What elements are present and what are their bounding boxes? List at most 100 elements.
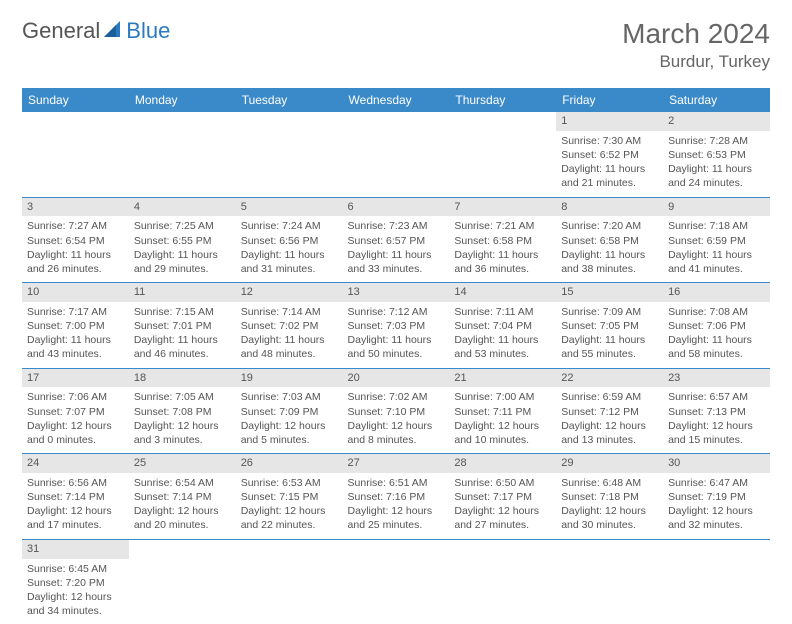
- daylight-text: Daylight: 11 hours and 50 minutes.: [348, 333, 445, 361]
- calendar-table: Sunday Monday Tuesday Wednesday Thursday…: [22, 88, 770, 624]
- page-title: March 2024: [622, 18, 770, 50]
- sunrise-text: Sunrise: 6:54 AM: [134, 476, 231, 490]
- calendar-cell: 11Sunrise: 7:15 AMSunset: 7:01 PMDayligh…: [129, 283, 236, 369]
- calendar-cell: 26Sunrise: 6:53 AMSunset: 7:15 PMDayligh…: [236, 454, 343, 540]
- calendar-cell: [236, 112, 343, 197]
- calendar-cell: 31Sunrise: 6:45 AMSunset: 7:20 PMDayligh…: [22, 539, 129, 624]
- sunset-text: Sunset: 6:56 PM: [241, 234, 338, 248]
- calendar-row: 17Sunrise: 7:06 AMSunset: 7:07 PMDayligh…: [22, 368, 770, 454]
- day-content: Sunrise: 7:11 AMSunset: 7:04 PMDaylight:…: [449, 302, 556, 368]
- sunrise-text: Sunrise: 7:24 AM: [241, 219, 338, 233]
- day-content: Sunrise: 7:30 AMSunset: 6:52 PMDaylight:…: [556, 131, 663, 197]
- day-content: Sunrise: 6:53 AMSunset: 7:15 PMDaylight:…: [236, 473, 343, 539]
- day-content: Sunrise: 6:56 AMSunset: 7:14 PMDaylight:…: [22, 473, 129, 539]
- daylight-text: Daylight: 11 hours and 33 minutes.: [348, 248, 445, 276]
- sunset-text: Sunset: 6:58 PM: [454, 234, 551, 248]
- sunset-text: Sunset: 7:15 PM: [241, 490, 338, 504]
- day-number: 29: [556, 454, 663, 473]
- day-content: Sunrise: 7:00 AMSunset: 7:11 PMDaylight:…: [449, 387, 556, 453]
- daylight-text: Daylight: 11 hours and 24 minutes.: [668, 162, 765, 190]
- sunrise-text: Sunrise: 7:03 AM: [241, 390, 338, 404]
- sunset-text: Sunset: 6:52 PM: [561, 148, 658, 162]
- day-content: Sunrise: 7:05 AMSunset: 7:08 PMDaylight:…: [129, 387, 236, 453]
- calendar-cell: [343, 112, 450, 197]
- sunrise-text: Sunrise: 7:20 AM: [561, 219, 658, 233]
- sunrise-text: Sunrise: 7:30 AM: [561, 134, 658, 148]
- daylight-text: Daylight: 11 hours and 48 minutes.: [241, 333, 338, 361]
- weekday-header: Sunday: [22, 88, 129, 112]
- day-number: 26: [236, 454, 343, 473]
- calendar-cell: 27Sunrise: 6:51 AMSunset: 7:16 PMDayligh…: [343, 454, 450, 540]
- sunset-text: Sunset: 6:58 PM: [561, 234, 658, 248]
- day-content: Sunrise: 7:08 AMSunset: 7:06 PMDaylight:…: [663, 302, 770, 368]
- calendar-cell: 8Sunrise: 7:20 AMSunset: 6:58 PMDaylight…: [556, 197, 663, 283]
- weekday-header: Tuesday: [236, 88, 343, 112]
- day-number: 23: [663, 369, 770, 388]
- day-content: Sunrise: 7:18 AMSunset: 6:59 PMDaylight:…: [663, 216, 770, 282]
- sunrise-text: Sunrise: 7:02 AM: [348, 390, 445, 404]
- sunrise-text: Sunrise: 6:50 AM: [454, 476, 551, 490]
- day-content: Sunrise: 7:28 AMSunset: 6:53 PMDaylight:…: [663, 131, 770, 197]
- day-content: Sunrise: 7:15 AMSunset: 7:01 PMDaylight:…: [129, 302, 236, 368]
- daylight-text: Daylight: 11 hours and 41 minutes.: [668, 248, 765, 276]
- day-number: 11: [129, 283, 236, 302]
- location: Burdur, Turkey: [622, 52, 770, 72]
- calendar-cell: 16Sunrise: 7:08 AMSunset: 7:06 PMDayligh…: [663, 283, 770, 369]
- calendar-cell: [663, 539, 770, 624]
- sunrise-text: Sunrise: 7:11 AM: [454, 305, 551, 319]
- sunset-text: Sunset: 6:54 PM: [27, 234, 124, 248]
- day-content: Sunrise: 7:02 AMSunset: 7:10 PMDaylight:…: [343, 387, 450, 453]
- sunrise-text: Sunrise: 6:59 AM: [561, 390, 658, 404]
- sunset-text: Sunset: 6:55 PM: [134, 234, 231, 248]
- sunrise-text: Sunrise: 6:48 AM: [561, 476, 658, 490]
- day-number: 17: [22, 369, 129, 388]
- day-number: 14: [449, 283, 556, 302]
- calendar-body: 1Sunrise: 7:30 AMSunset: 6:52 PMDaylight…: [22, 112, 770, 624]
- day-number: 12: [236, 283, 343, 302]
- sunset-text: Sunset: 7:09 PM: [241, 405, 338, 419]
- calendar-cell: 1Sunrise: 7:30 AMSunset: 6:52 PMDaylight…: [556, 112, 663, 197]
- calendar-cell: [129, 539, 236, 624]
- day-number: 6: [343, 198, 450, 217]
- sunset-text: Sunset: 7:00 PM: [27, 319, 124, 333]
- day-number: 18: [129, 369, 236, 388]
- calendar-row: 31Sunrise: 6:45 AMSunset: 7:20 PMDayligh…: [22, 539, 770, 624]
- calendar-cell: 10Sunrise: 7:17 AMSunset: 7:00 PMDayligh…: [22, 283, 129, 369]
- day-number: 20: [343, 369, 450, 388]
- daylight-text: Daylight: 11 hours and 53 minutes.: [454, 333, 551, 361]
- day-number: 19: [236, 369, 343, 388]
- sunrise-text: Sunrise: 7:18 AM: [668, 219, 765, 233]
- sunrise-text: Sunrise: 7:12 AM: [348, 305, 445, 319]
- daylight-text: Daylight: 11 hours and 36 minutes.: [454, 248, 551, 276]
- day-number: 16: [663, 283, 770, 302]
- calendar-cell: 2Sunrise: 7:28 AMSunset: 6:53 PMDaylight…: [663, 112, 770, 197]
- logo-word2: Blue: [126, 18, 170, 44]
- calendar-cell: 19Sunrise: 7:03 AMSunset: 7:09 PMDayligh…: [236, 368, 343, 454]
- weekday-row: Sunday Monday Tuesday Wednesday Thursday…: [22, 88, 770, 112]
- weekday-header: Thursday: [449, 88, 556, 112]
- day-number: 3: [22, 198, 129, 217]
- sunset-text: Sunset: 6:53 PM: [668, 148, 765, 162]
- sunrise-text: Sunrise: 7:06 AM: [27, 390, 124, 404]
- sunset-text: Sunset: 7:20 PM: [27, 576, 124, 590]
- daylight-text: Daylight: 12 hours and 0 minutes.: [27, 419, 124, 447]
- calendar-row: 10Sunrise: 7:17 AMSunset: 7:00 PMDayligh…: [22, 283, 770, 369]
- daylight-text: Daylight: 12 hours and 13 minutes.: [561, 419, 658, 447]
- sunset-text: Sunset: 7:08 PM: [134, 405, 231, 419]
- daylight-text: Daylight: 11 hours and 21 minutes.: [561, 162, 658, 190]
- day-number: 9: [663, 198, 770, 217]
- sunset-text: Sunset: 7:18 PM: [561, 490, 658, 504]
- day-content: Sunrise: 7:25 AMSunset: 6:55 PMDaylight:…: [129, 216, 236, 282]
- sunset-text: Sunset: 6:57 PM: [348, 234, 445, 248]
- sunset-text: Sunset: 7:19 PM: [668, 490, 765, 504]
- daylight-text: Daylight: 12 hours and 17 minutes.: [27, 504, 124, 532]
- day-number: 24: [22, 454, 129, 473]
- sunrise-text: Sunrise: 7:17 AM: [27, 305, 124, 319]
- calendar-cell: 20Sunrise: 7:02 AMSunset: 7:10 PMDayligh…: [343, 368, 450, 454]
- sunset-text: Sunset: 6:59 PM: [668, 234, 765, 248]
- day-number: 13: [343, 283, 450, 302]
- daylight-text: Daylight: 11 hours and 43 minutes.: [27, 333, 124, 361]
- sunset-text: Sunset: 7:16 PM: [348, 490, 445, 504]
- calendar-cell: 29Sunrise: 6:48 AMSunset: 7:18 PMDayligh…: [556, 454, 663, 540]
- sunset-text: Sunset: 7:03 PM: [348, 319, 445, 333]
